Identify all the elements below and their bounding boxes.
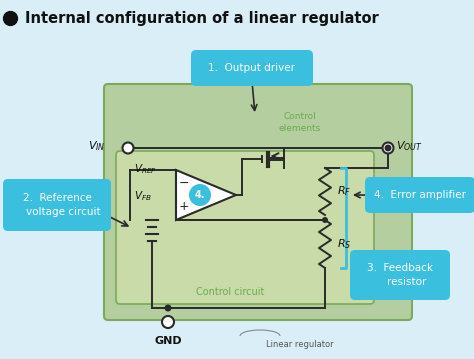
Circle shape: [383, 143, 393, 154]
Text: Control circuit: Control circuit: [196, 287, 264, 297]
Circle shape: [384, 145, 392, 151]
Text: $V_{FB}$: $V_{FB}$: [134, 189, 152, 203]
Text: Linear regulator: Linear regulator: [266, 340, 334, 349]
FancyBboxPatch shape: [191, 50, 313, 86]
Circle shape: [122, 143, 134, 154]
Text: GND: GND: [154, 336, 182, 346]
FancyBboxPatch shape: [350, 250, 450, 300]
Text: 4.: 4.: [195, 190, 205, 200]
Text: $R_S$: $R_S$: [337, 237, 351, 251]
Text: Internal configuration of a linear regulator: Internal configuration of a linear regul…: [25, 10, 379, 25]
Text: +: +: [179, 200, 189, 214]
FancyBboxPatch shape: [365, 177, 474, 213]
FancyBboxPatch shape: [104, 84, 412, 320]
Text: 4.  Error amplifier: 4. Error amplifier: [374, 190, 466, 200]
Text: 3.  Feedback
    resistor: 3. Feedback resistor: [367, 264, 433, 286]
Text: −: −: [179, 177, 189, 190]
Text: Control
elements: Control elements: [279, 112, 321, 133]
Text: $R_F$: $R_F$: [337, 185, 351, 199]
Text: $V_{REF}$: $V_{REF}$: [134, 162, 157, 176]
Text: $V_{IN}$: $V_{IN}$: [89, 139, 106, 153]
Text: 1.  Output driver: 1. Output driver: [209, 63, 295, 73]
FancyBboxPatch shape: [3, 179, 111, 231]
Circle shape: [322, 217, 328, 223]
Circle shape: [164, 304, 172, 312]
Circle shape: [162, 316, 174, 328]
Circle shape: [189, 184, 211, 206]
Text: $V_{OUT}$: $V_{OUT}$: [396, 139, 423, 153]
Polygon shape: [176, 170, 236, 220]
Text: 2.  Reference
    voltage circuit: 2. Reference voltage circuit: [13, 194, 101, 216]
FancyBboxPatch shape: [116, 151, 374, 304]
